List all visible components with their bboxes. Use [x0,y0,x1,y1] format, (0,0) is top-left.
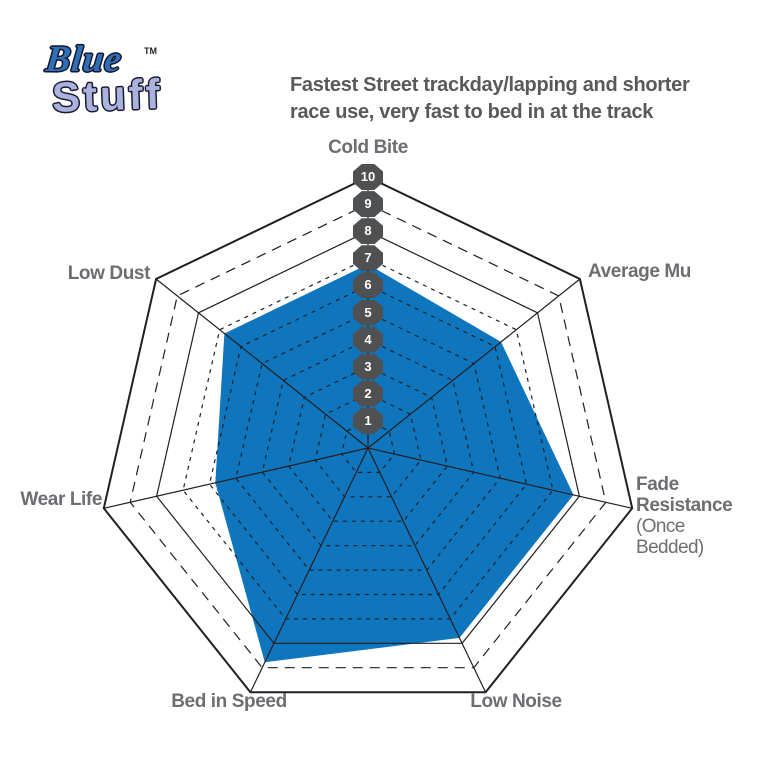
chart-title: Fastest Street trackday/lapping and shor… [290,72,710,126]
trademark-symbol: TM [144,46,157,56]
radar-ring-4 [261,338,475,547]
axis-label-low-noise: Low Noise [470,691,562,712]
radar-spoke-4 [249,447,369,693]
chart-title-line1: Fastest Street trackday/lapping and shor… [290,74,690,96]
scale-badge-10: 10 [353,164,383,190]
axis-label-wear-life: Wear Life [20,489,102,510]
axis-label-bed-in-speed: Bed in Speed [171,691,287,712]
chart-title-line2: race use, very fast to bed in at the tra… [290,101,654,123]
axis-label-fade-resistance-sub: (Once Bedded) [636,516,704,558]
logo-bluestuff: Blue Stuff TM [28,36,178,136]
scale-badge-3: 3 [353,353,383,380]
radar-ring-7 [182,257,554,620]
radar-spoke-2 [367,447,633,509]
radar-spoke-6 [155,278,369,449]
axis-label-average-mu: Average Mu [588,261,691,282]
logo-word-stuff: Stuff [51,70,164,121]
scale-badge-7: 7 [353,245,383,272]
radar-ring-1 [340,420,396,473]
radar-ring-6 [208,284,528,596]
scale-badge-5: 5 [353,299,383,326]
scale-badge-6: 6 [353,272,383,299]
radar-spoke-5 [103,447,369,509]
scale-badge-1: 1 [353,407,383,434]
axis-label-low-dust: Low Dust [67,263,151,284]
radar-ring-8 [155,230,581,644]
radar-spoke-3 [367,447,487,693]
scale-badge-4: 4 [353,326,383,353]
axis-label-fade-resistance-main: Fade Resistance [636,474,733,516]
scale-badge-9: 9 [353,191,383,218]
radar-spoke-1 [367,278,581,449]
axis-label-cold-bite: Cold Bite [328,137,408,158]
scale-badge-2: 2 [353,380,383,407]
radar-ring-10 [102,175,634,694]
scale-badge-8: 8 [353,218,383,245]
radar-ring-5 [235,311,501,571]
series-polygon-bluestuff [215,264,574,663]
radar-ring-2 [314,393,422,498]
axis-label-fade-resistance: Fade Resistance (Once Bedded) [636,474,756,558]
radar-ring-3 [288,366,448,522]
